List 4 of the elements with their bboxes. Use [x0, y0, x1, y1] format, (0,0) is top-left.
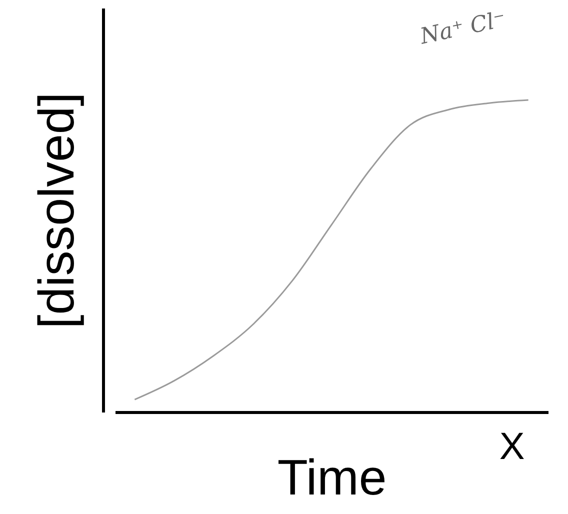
x-axis-title: Time — [277, 450, 387, 506]
y-axis-title: [dissolved] — [28, 92, 84, 329]
text: Na⁺ Cl⁻ — [417, 7, 508, 50]
text: X — [499, 426, 525, 468]
